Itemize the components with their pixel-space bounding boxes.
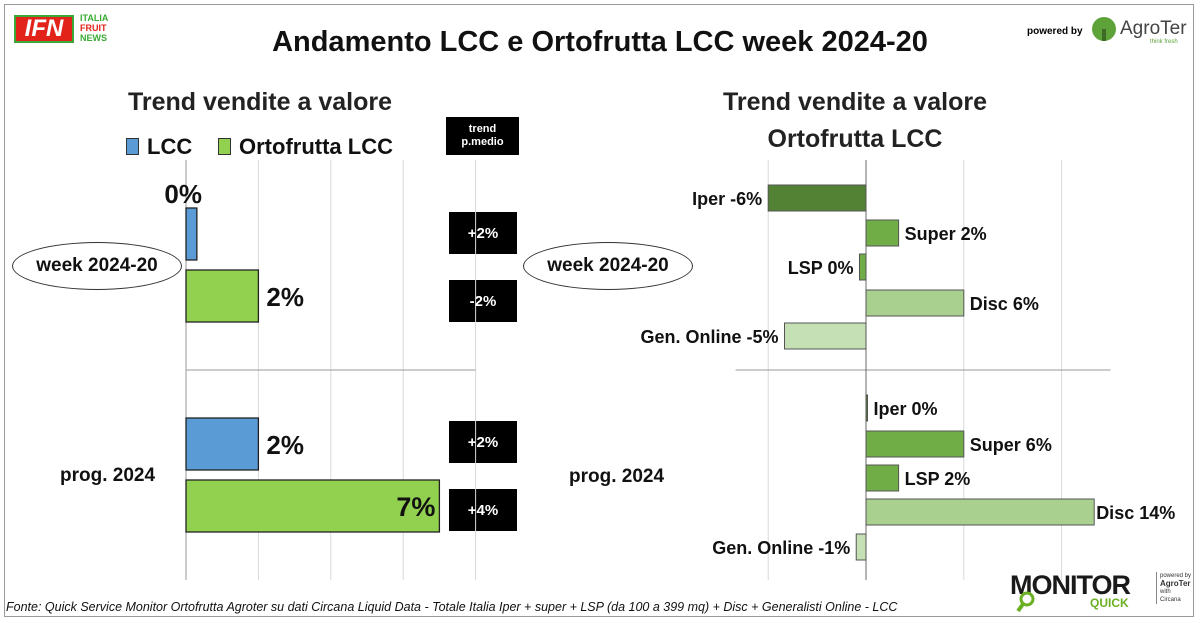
bar-disc-week <box>865 289 965 317</box>
ifn-logo-line-1: ITALIA <box>80 13 109 23</box>
legend-swatch-ortofrutta <box>218 138 231 155</box>
ifn-logo: IFN ITALIA FRUIT NEWS <box>14 13 124 47</box>
ifn-logo-mark: IFN <box>14 15 74 43</box>
right-bar-chart: Iper -6% Super 2% LSP 0% Disc 6% Gen. Online… <box>640 160 1175 580</box>
monitor-credit-4: Circana <box>1160 597 1181 603</box>
left-bar-chart: 0% 2% 2% 7% <box>164 160 477 580</box>
bar-lsp-prog <box>865 464 900 492</box>
bar-gen-online-week <box>784 322 867 350</box>
data-label: Disc 14% <box>1096 503 1175 523</box>
monitor-logo-sub: QUICK <box>1090 596 1129 610</box>
bar-gen-online-prog <box>855 533 867 561</box>
ifn-logo-line-3: NEWS <box>80 33 107 43</box>
page-title: Andamento LCC e Ortofrutta LCC week 2024… <box>272 26 928 58</box>
data-label: Iper 0% <box>874 399 938 419</box>
left-group-label-prog: prog. 2024 <box>60 465 156 486</box>
bar-iper-week <box>767 184 867 212</box>
bar-super-prog <box>865 430 965 458</box>
bar-lcc-prog <box>185 417 260 471</box>
data-label: Gen. Online -5% <box>640 327 778 347</box>
monitor-credit-3: with <box>1160 589 1171 595</box>
agroter-logo-tagline: think fresh <box>1150 39 1178 45</box>
trend-header-line-2: p.medio <box>461 136 504 148</box>
agroter-logo: AgroTer think fresh <box>1090 15 1190 45</box>
legend-label-lcc: LCC <box>147 134 193 159</box>
agroter-logo-name: AgroTer <box>1120 18 1187 39</box>
data-label: Super 6% <box>970 435 1052 455</box>
trend-header-line-1: trend <box>468 123 497 135</box>
right-subtitle-line-1: Trend vendite a valore <box>723 88 987 116</box>
data-label: Super 2% <box>905 224 987 244</box>
trend-pmedio-header: trend p.medio <box>446 117 519 155</box>
bar-ortofrutta-week <box>185 269 260 323</box>
left-group-label-week: week 2024-20 <box>12 242 182 290</box>
left-subtitle: Trend vendite a valore <box>128 88 392 116</box>
monitor-credit-2: AgroTer <box>1160 579 1191 588</box>
data-label: 0% <box>164 179 202 209</box>
bar-lcc-week <box>185 207 198 261</box>
powered-by-label: powered by <box>1027 26 1083 37</box>
legend-label-ortofrutta: Ortofrutta LCC <box>239 134 393 159</box>
data-label: Gen. Online -1% <box>712 538 850 558</box>
bar-lsp-week <box>858 253 867 281</box>
data-label: 7% <box>396 492 435 522</box>
data-label: 2% <box>266 430 304 460</box>
trend-badge-week-lcc: +2% <box>449 212 517 254</box>
data-label: 2% <box>266 282 304 312</box>
legend-swatch-lcc <box>126 138 139 155</box>
data-label: LSP 0% <box>788 258 854 278</box>
trend-badge-week-ortofrutta: -2% <box>449 280 517 322</box>
data-label: LSP 2% <box>905 469 971 489</box>
right-group-label-prog: prog. 2024 <box>569 466 665 487</box>
bar-super-week <box>865 219 900 247</box>
bar-ortofrutta-prog <box>185 479 441 533</box>
bar-iper-prog <box>865 394 868 422</box>
chart-frame <box>4 4 1194 617</box>
monitor-quick-logo: MONITOR QUICK powered by AgroTer with Ci… <box>1010 570 1192 614</box>
right-group-label-week: week 2024-20 <box>523 242 693 290</box>
right-subtitle-line-2: Ortofrutta LCC <box>767 125 943 153</box>
data-label: Disc 6% <box>970 294 1039 314</box>
source-footnote: Fonte: Quick Service Monitor Ortofrutta … <box>6 600 898 614</box>
agroter-tree-icon <box>1092 17 1116 41</box>
ifn-logo-line-2: FRUIT <box>80 23 107 33</box>
bar-disc-prog <box>865 498 1095 526</box>
monitor-credit-1: powered by <box>1160 573 1192 579</box>
magnifier-icon <box>1016 591 1035 613</box>
data-label: Iper -6% <box>692 189 762 209</box>
